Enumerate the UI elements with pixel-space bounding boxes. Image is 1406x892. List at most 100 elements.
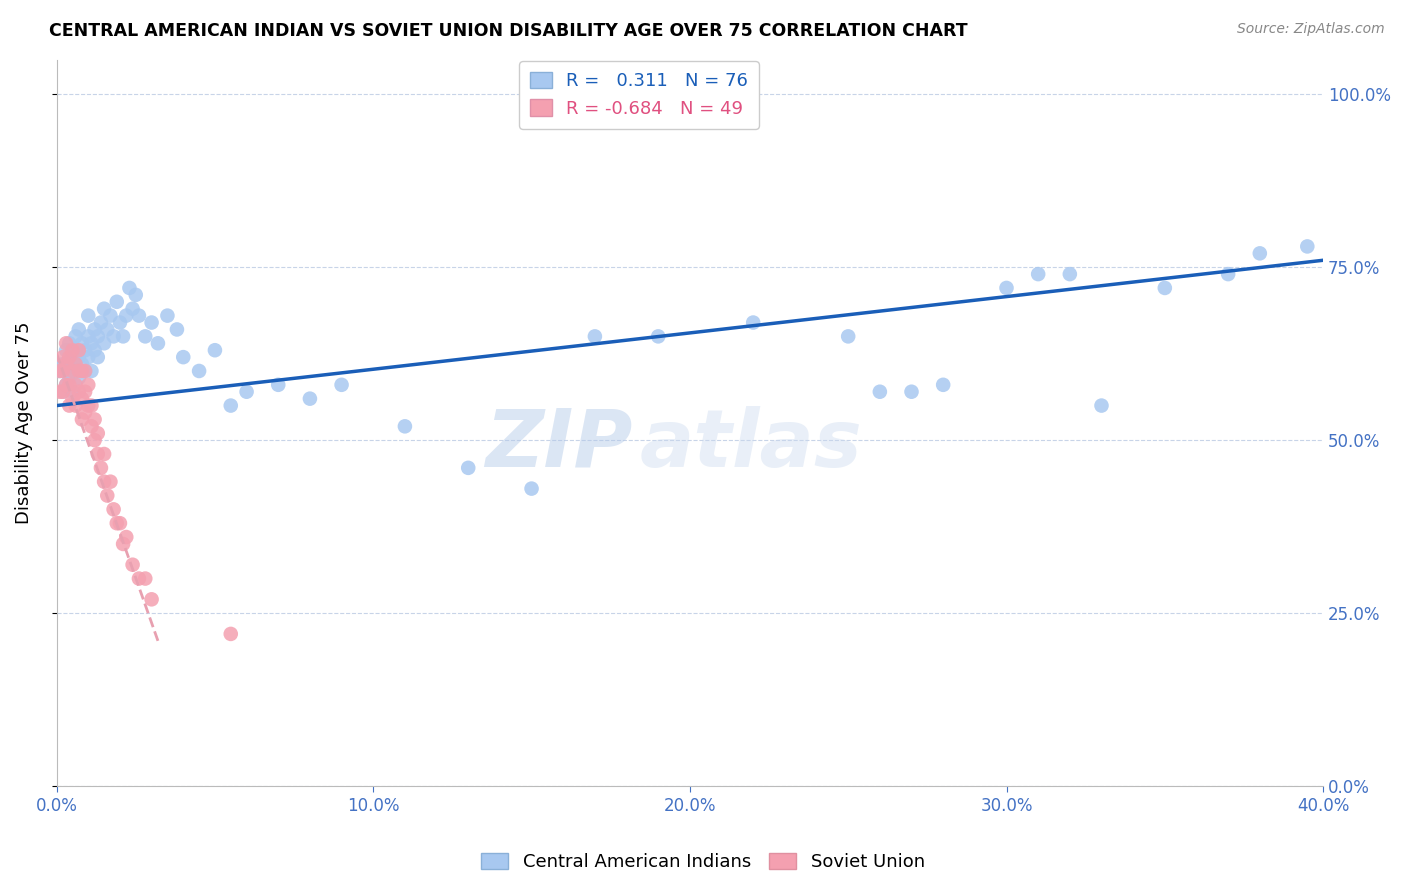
Point [141, 592, 163, 607]
Point [75, 364, 97, 378]
Point [115, 530, 138, 544]
Point [75, 364, 97, 378]
Point [93, 336, 115, 351]
Point [742, 316, 765, 330]
Point [96, 322, 118, 336]
Point [67, 322, 90, 336]
Point [112, 329, 135, 343]
Point [67, 350, 90, 364]
Point [298, 392, 321, 406]
Point [55, 377, 77, 392]
Point [166, 322, 188, 336]
Point [105, 294, 128, 309]
Point [75, 384, 97, 399]
Point [83, 343, 105, 358]
Point [52, 364, 75, 378]
Point [80, 336, 103, 351]
Text: Source: ZipAtlas.com: Source: ZipAtlas.com [1237, 22, 1385, 37]
Point [115, 309, 138, 323]
Point [55, 357, 77, 371]
Point [52, 384, 75, 399]
Point [62, 364, 84, 378]
Point [62, 384, 84, 399]
Text: CENTRAL AMERICAN INDIAN VS SOVIET UNION DISABILITY AGE OVER 75 CORRELATION CHART: CENTRAL AMERICAN INDIAN VS SOVIET UNION … [49, 22, 967, 40]
Point [235, 384, 257, 399]
Point [1249, 246, 1271, 260]
Point [77, 377, 100, 392]
Point [995, 281, 1018, 295]
Point [1153, 281, 1175, 295]
Point [134, 329, 156, 343]
Point [108, 516, 131, 531]
Point [118, 281, 141, 295]
Point [156, 309, 179, 323]
Point [55, 336, 77, 351]
Point [837, 329, 859, 343]
Point [52, 357, 75, 371]
Point [394, 419, 416, 434]
Point [188, 364, 211, 378]
Point [65, 329, 87, 343]
Point [219, 399, 242, 413]
Point [141, 316, 163, 330]
Point [87, 447, 110, 461]
Point [108, 316, 131, 330]
Point [96, 489, 118, 503]
Point [62, 350, 84, 364]
Point [100, 309, 122, 323]
Point [121, 558, 143, 572]
Point [128, 309, 150, 323]
Legend: Central American Indians, Soviet Union: Central American Indians, Soviet Union [474, 846, 932, 879]
Point [330, 377, 353, 392]
Point [87, 426, 110, 441]
Point [70, 392, 93, 406]
Point [105, 516, 128, 531]
Point [932, 377, 955, 392]
Point [900, 384, 922, 399]
Point [146, 336, 169, 351]
Point [49, 384, 72, 399]
Point [55, 343, 77, 358]
Point [55, 377, 77, 392]
Point [87, 350, 110, 364]
Point [869, 384, 891, 399]
Point [647, 329, 669, 343]
Point [67, 343, 90, 358]
Point [1026, 267, 1049, 281]
Point [457, 460, 479, 475]
Point [219, 627, 242, 641]
Point [62, 392, 84, 406]
Point [55, 364, 77, 378]
Point [583, 329, 606, 343]
Point [52, 350, 75, 364]
Point [267, 377, 290, 392]
Point [70, 336, 93, 351]
Point [58, 336, 80, 351]
Point [93, 447, 115, 461]
Point [77, 329, 100, 343]
Point [70, 357, 93, 371]
Point [83, 322, 105, 336]
Point [83, 412, 105, 426]
Point [1218, 267, 1240, 281]
Point [100, 475, 122, 489]
Point [83, 433, 105, 447]
Point [70, 412, 93, 426]
Point [49, 364, 72, 378]
Point [75, 405, 97, 419]
Point [77, 309, 100, 323]
Point [112, 537, 135, 551]
Point [1090, 399, 1112, 413]
Point [62, 364, 84, 378]
Point [65, 399, 87, 413]
Point [67, 384, 90, 399]
Point [520, 482, 543, 496]
Point [58, 371, 80, 385]
Point [103, 502, 125, 516]
Point [67, 364, 90, 378]
Point [65, 364, 87, 378]
Point [125, 288, 148, 302]
Point [75, 343, 97, 358]
Point [77, 399, 100, 413]
Point [1059, 267, 1081, 281]
